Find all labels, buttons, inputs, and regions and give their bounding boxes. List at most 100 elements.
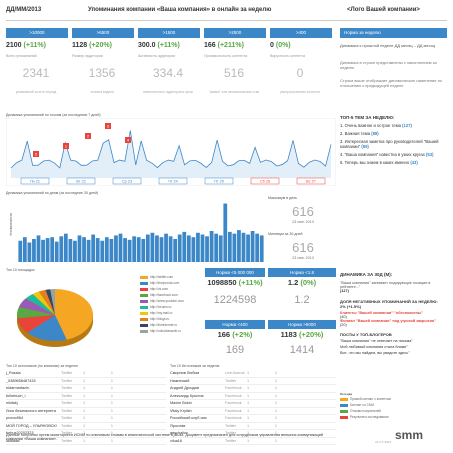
table-row[interactable]: Maxim Bokin Facebook 1 1 — [170, 400, 336, 408]
negative-pct: 2% (+1.5%) — [340, 304, 362, 309]
dynamics-panel: ДИНАМИКА ЗА 30Д (М): "Ваша компания" зан… — [340, 272, 447, 355]
table-row[interactable]: Александр Крылов Facebook 1 1 — [170, 393, 336, 400]
dynamics-quote: "Ваша компания" занимает лидирующие пози… — [340, 281, 431, 289]
table-row[interactable]: j_Russia Twitter 1 1 — [6, 370, 166, 378]
kpi-head: >1500 — [138, 28, 200, 38]
table-row[interactable]: Лига безопасного интернета Twitter 1 1 — [6, 408, 166, 415]
daily-bar — [241, 232, 246, 262]
kpi-head: >10000 — [6, 28, 68, 38]
top5-title: ТОП-5 ТЕМ ЗА НЕДЕЛЮ: — [340, 115, 395, 120]
daily-chart-ylabel: Упоминания — [8, 213, 13, 236]
weekly-marker — [85, 133, 91, 139]
daily-bar — [237, 230, 241, 262]
daily-bar — [18, 240, 23, 262]
side-note-dynamic: Динамика к прошлой неделе ДД месяц – ДД … — [340, 43, 435, 48]
legend-box: Легенда Прямой контакт с клиентом Контакт… — [340, 392, 447, 422]
table-row[interactable]: Смирнов Любим LiveJournal 1 1 — [170, 370, 336, 378]
table-row[interactable]: Vitaly Krylish Facebook 1 1 — [170, 408, 336, 415]
pie-legend-item: http://facebook.com — [140, 292, 200, 298]
table-row[interactable]: eldarmartazin Twitter 1 1 — [6, 385, 166, 393]
negative-item-2-count: (20) — [340, 323, 347, 327]
pie-slice — [17, 306, 55, 319]
kpi-big-number: 2341 — [22, 66, 50, 80]
daily-bar — [127, 239, 132, 262]
weekly-day-box — [66, 177, 96, 185]
min-day-date: 23 июн 2013 — [292, 256, 314, 260]
table-row[interactable]: promo964 Twitter 1 1 — [6, 415, 166, 423]
version-text: v2.4 © 2013 — [375, 440, 392, 444]
kpi-number: 2100 — [6, 42, 22, 49]
table-row[interactable]: _5389658487433 Twitter 1 1 — [6, 378, 166, 385]
daily-bar — [196, 232, 200, 262]
weekly-day-box — [20, 177, 50, 185]
kpi-sub: Произвольность контента — [204, 54, 248, 58]
table-row[interactable]: forbus20202323 Twitter 1 1 — [6, 430, 166, 438]
table-row[interactable]: vilua16 Twitter 1 1 — [170, 438, 336, 445]
daily-bar — [246, 234, 250, 262]
report-date: ДД/ММ/2013 — [6, 7, 42, 13]
blog-item-1: "Ваша компания" не отвечает на письма" — [340, 339, 413, 343]
table-row[interactable]: nikitakj Twitter 1 1 — [6, 400, 166, 408]
daily-bar — [191, 237, 196, 262]
audience-value: 1098850 (+11%) — [207, 278, 263, 287]
sources-pie-chart — [17, 289, 94, 347]
weekly-day-label: Ср 23 — [122, 180, 132, 184]
weekly-day-label: Сб 26 — [260, 180, 270, 184]
side-note-row: Строка выше отображает динамическое изме… — [340, 78, 443, 88]
kpi-pct: (0%) — [275, 42, 291, 49]
kpi-value: 2100 (+11%) — [6, 40, 68, 52]
daily-bar — [50, 237, 55, 262]
kpi-sub: Размер аудитории — [72, 54, 103, 58]
table-row[interactable]: lallalalal Twitter 1 1 — [6, 438, 166, 445]
weekly-marker-label: 4 — [127, 138, 130, 143]
weekly-marker-label: 1 — [65, 144, 68, 149]
daily-bar — [150, 232, 155, 262]
weekly-marker-label: 5 — [35, 152, 38, 157]
kpi-value: 1128 (+20%) — [72, 40, 134, 52]
daily-bar — [109, 238, 114, 262]
report-title: Упоминания компании «Ваша компания» в он… — [88, 7, 272, 13]
table-row[interactable]: МОЙ ГОРОД – УЛЬЯНОВСК! Twitter 1 1 — [6, 423, 166, 430]
pie-slice — [45, 289, 55, 315]
kpi-value: 166 (+211%) — [204, 40, 266, 52]
daily-bar — [141, 238, 146, 262]
legend-item: Прямой контакт с клиентом — [340, 396, 447, 402]
audience-norm-header: Норма <5 000 000 — [205, 268, 265, 277]
daily-bar — [145, 234, 150, 262]
daily-bar — [86, 239, 91, 262]
reach-big: 1414 — [289, 344, 315, 356]
table-row[interactable]: Ярослав Twitter 1 1 — [170, 423, 336, 430]
engagement-big: 1.2 — [294, 294, 310, 306]
top5-item: 5. Теперь мы знаем в каких именно (43) — [340, 160, 418, 165]
weekly-day-box — [158, 177, 188, 185]
kpi-desc: вовлеченность аудитории в сутки — [143, 90, 193, 94]
kpi-number: 166 — [204, 42, 216, 49]
reach-value: 1183 (+20%) — [280, 330, 324, 339]
max-day-label: Максимум в день — [268, 196, 298, 200]
kpi-pct: (+211%) — [217, 42, 244, 49]
top5-item: 3. Интересная заметка про руководителей … — [340, 139, 439, 149]
weekly-area-fill — [11, 130, 331, 178]
weekly-day-box — [296, 177, 326, 185]
top5-topics: ТОП-5 ТЕМ ЗА НЕДЕЛЮ: 1. Очень важное и о… — [340, 115, 447, 168]
legend-title: Легенда — [340, 392, 353, 396]
daily-bar — [218, 235, 223, 262]
table-row[interactable]: fullrebuch_i Twitter 1 1 — [6, 393, 166, 400]
daily-bar — [68, 238, 73, 262]
weekly-chart-title: Динамика упоминаний по точкам (за послед… — [6, 113, 101, 117]
kpi-sub: Всего упоминаний — [6, 54, 37, 58]
top-influencers-table: j_Russia Twitter 1 1 _5389658487433 Twitter 1 1… — [6, 370, 166, 445]
kpi-sub: Активность аудитории — [138, 54, 176, 58]
table-row[interactable]: Андрей Дроздов Facebook 1 1 — [170, 385, 336, 393]
table-row[interactable]: geschaliov Twitter 1 1 — [170, 430, 336, 438]
table-row[interactable]: Российский клуб смс Facebook 1 1 — [170, 415, 336, 423]
daily-bar — [82, 237, 86, 262]
daily-bar — [200, 234, 205, 262]
daily-bar — [27, 242, 32, 262]
table-row[interactable]: Нижнеский Twitter 1 1 — [170, 378, 336, 385]
weekly-day-label: Пн 21 — [30, 180, 40, 184]
weekly-marker — [105, 123, 111, 129]
pie-legend-item: http://forums.ru — [140, 304, 200, 310]
legend-item: Отзывы покупателей — [340, 408, 447, 414]
daily-bar — [227, 231, 232, 262]
